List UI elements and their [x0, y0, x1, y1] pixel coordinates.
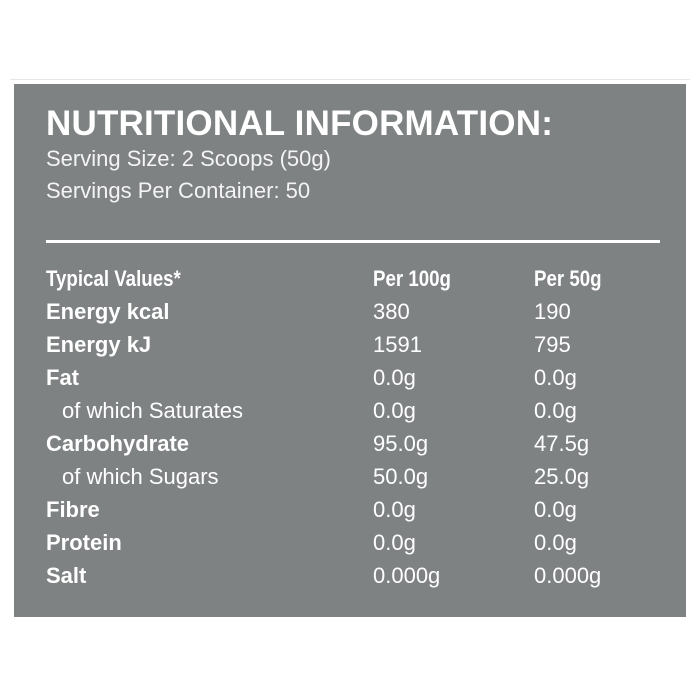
- table-row: Fibre 0.0g 0.0g: [46, 497, 666, 530]
- row-per-100g: 50.0g: [373, 464, 429, 489]
- row-per-100g: 0.000g: [373, 563, 441, 588]
- divider: [46, 240, 660, 243]
- row-label: Fat: [46, 365, 79, 390]
- row-label: of which Sugars: [62, 464, 219, 489]
- table-row: Protein 0.0g 0.0g: [46, 530, 666, 563]
- nutrition-panel: NUTRITIONAL INFORMATION: Serving Size: 2…: [14, 84, 686, 617]
- table-row: Carbohydrate 95.0g 47.5g: [46, 431, 666, 464]
- row-label: Energy kJ: [46, 332, 152, 357]
- row-per-100g: 95.0g: [373, 431, 429, 456]
- table-row: of which Saturates 0.0g 0.0g: [46, 398, 666, 431]
- row-per-100g: 0.0g: [373, 398, 416, 423]
- row-per-100g: 380: [373, 299, 410, 324]
- row-per-50g: 0.0g: [534, 530, 577, 555]
- row-label: of which Saturates: [62, 398, 243, 423]
- row-per-100g: 0.0g: [373, 530, 416, 555]
- table-row: Salt 0.000g 0.000g: [46, 563, 666, 596]
- row-label: Energy kcal: [46, 299, 170, 324]
- row-per-50g: 0.0g: [534, 497, 577, 522]
- servings-per-container: Servings Per Container: 50: [46, 178, 311, 203]
- header-per-50g: Per 50g: [534, 266, 602, 291]
- row-per-50g: 0.000g: [534, 563, 602, 588]
- row-per-50g: 795: [534, 332, 571, 357]
- serving-size: Serving Size: 2 Scoops (50g): [46, 146, 331, 171]
- top-divider: [10, 79, 690, 80]
- row-per-100g: 0.0g: [373, 497, 416, 522]
- row-label: Protein: [46, 530, 122, 555]
- table-row: Energy kJ 1591 795: [46, 332, 666, 365]
- table-row: Energy kcal 380 190: [46, 299, 666, 332]
- row-per-100g: 1591: [373, 332, 422, 357]
- row-label: Salt: [46, 563, 87, 588]
- header-per-100g: Per 100g: [373, 266, 451, 291]
- row-per-50g: 0.0g: [534, 365, 577, 390]
- table-header: Typical Values* Per 100g Per 50g: [46, 266, 666, 299]
- table-row: of which Sugars 50.0g 25.0g: [46, 464, 666, 497]
- row-per-100g: 0.0g: [373, 365, 416, 390]
- row-per-50g: 25.0g: [534, 464, 590, 489]
- panel-title: NUTRITIONAL INFORMATION:: [46, 104, 554, 143]
- row-per-50g: 0.0g: [534, 398, 577, 423]
- row-label: Carbohydrate: [46, 431, 190, 456]
- table-row: Fat 0.0g 0.0g: [46, 365, 666, 398]
- row-per-50g: 47.5g: [534, 431, 590, 456]
- row-per-50g: 190: [534, 299, 571, 324]
- header-typical-values: Typical Values*: [46, 266, 181, 291]
- row-label: Fibre: [46, 497, 100, 522]
